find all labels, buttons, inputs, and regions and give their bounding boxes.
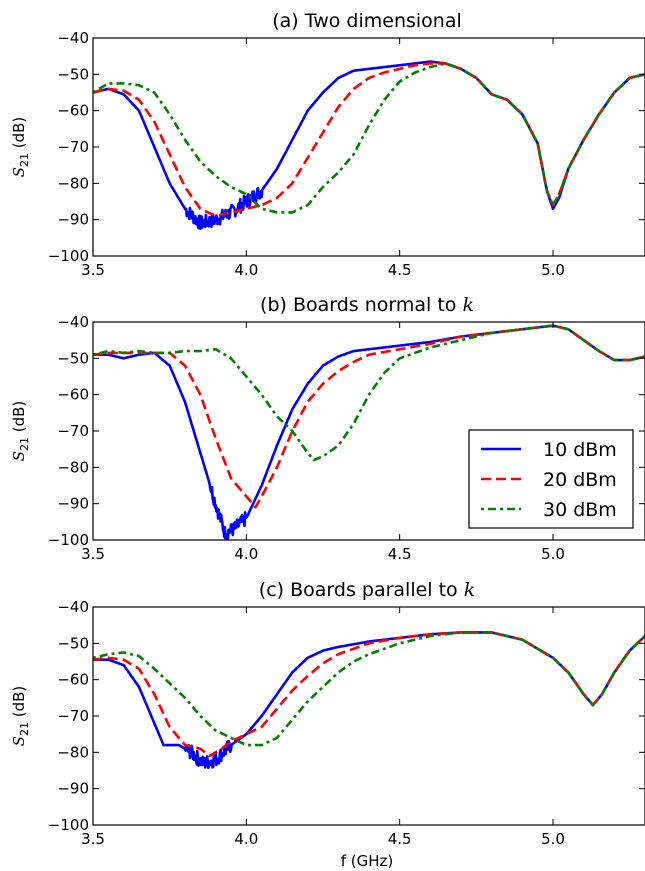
legend-label-20-dbm: 20 dBm [543, 469, 617, 491]
chart-title-italic: k [464, 579, 476, 601]
x-tick-label: 5.0 [541, 261, 565, 279]
y-axis-label-subscript: 21 [18, 437, 31, 451]
axes-frame [92, 37, 645, 257]
y-tick-label: −60 [57, 102, 89, 120]
y-tick-label: −90 [57, 495, 89, 513]
chart-title-text: (b) Boards normal to [260, 294, 456, 316]
y-tick-label: −50 [57, 65, 89, 83]
chart-title: (a) Two dimensional [272, 10, 462, 32]
series-line-30-dbm [93, 62, 645, 214]
y-tick-label: −40 [57, 598, 89, 616]
x-tick-label: 4.0 [234, 545, 258, 563]
y-axis-label-symbol: S [10, 736, 28, 746]
y-tick-label: −90 [57, 780, 89, 798]
legend: 10 dBm 20 dBm 30 dBm [468, 429, 634, 529]
y-axis-label-unit: (dB) [10, 686, 28, 722]
y-tick-label: −60 [57, 671, 89, 689]
chart-title-text: (c) Boards parallel to [259, 579, 458, 601]
y-axis-label-symbol: S [10, 451, 28, 461]
y-axis-label-subscript: 21 [18, 153, 31, 167]
y-axis-label: S21 (dB) [10, 686, 31, 747]
y-axis-label: S21 (dB) [10, 117, 31, 178]
x-tick-label: 4.5 [388, 261, 412, 279]
y-axis-label-subscript: 21 [18, 722, 31, 736]
y-axis-label-unit: (dB) [10, 401, 28, 437]
series-line-10-dbm [93, 60, 645, 231]
x-tick-label: 4.5 [388, 545, 412, 563]
y-tick-label: −40 [57, 313, 89, 331]
y-tick-label: −100 [48, 531, 89, 549]
x-tick-label: 3.5 [81, 261, 105, 279]
x-tick-label: 5.0 [541, 830, 565, 848]
legend-label-10-dbm: 10 dBm [543, 439, 617, 461]
x-axis-label: f (GHz) [341, 852, 394, 870]
x-tick-label: 3.5 [81, 545, 105, 563]
y-tick-label: −100 [48, 247, 89, 265]
y-tick-label: −70 [57, 707, 89, 725]
axes-frame [92, 606, 645, 826]
legend-label-30-dbm: 30 dBm [543, 499, 617, 521]
panel-boards-parallel: 3.5 4.0 4.5 5.0 −100 −90 −80 −70 −60 −50 −40 (c) Bo… [10, 579, 645, 870]
y-tick-label: −70 [57, 422, 89, 440]
y-tick-label: −80 [57, 743, 89, 761]
x-tick-label: 4.5 [388, 830, 412, 848]
panel-two-dimensional: 3.5 4.0 4.5 5.0 −100 −90 −80 −70 −60 −50 −40 (a) Tw… [10, 10, 645, 279]
series-line-30-dbm [93, 324, 645, 462]
y-axis-label-unit: (dB) [10, 117, 28, 153]
series-group [93, 631, 645, 770]
x-tick-label: 4.0 [234, 830, 258, 848]
chart-title-text: (a) Two dimensional [272, 10, 462, 32]
y-tick-label: −100 [48, 816, 89, 834]
y-tick-label: −40 [57, 29, 89, 47]
y-tick-label: −80 [57, 458, 89, 476]
x-tick-label: 5.0 [541, 545, 565, 563]
x-tick-label: 4.0 [234, 261, 258, 279]
y-tick-label: −50 [57, 349, 89, 367]
y-axis-label: S21 (dB) [10, 401, 31, 462]
panel-boards-normal: 3.5 4.0 4.5 5.0 −100 −90 −80 −70 −60 −50 −40 (b) Bo… [10, 294, 645, 563]
series-line-10-dbm [93, 631, 645, 770]
y-tick-label: −90 [57, 211, 89, 229]
series-line-20-dbm [93, 631, 645, 758]
chart-title-italic: k [462, 294, 474, 316]
chart-title: (b) Boards normal to k [260, 294, 474, 316]
series-line-30-dbm [93, 631, 645, 747]
x-tick-label: 3.5 [81, 830, 105, 848]
chart-title: (c) Boards parallel to k [259, 579, 475, 601]
y-axis-label-symbol: S [10, 167, 28, 177]
y-tick-label: −80 [57, 174, 89, 192]
y-tick-label: −70 [57, 138, 89, 156]
y-tick-label: −50 [57, 634, 89, 652]
series-group [93, 60, 645, 231]
y-tick-label: −60 [57, 386, 89, 404]
series-line-20-dbm [93, 62, 645, 218]
